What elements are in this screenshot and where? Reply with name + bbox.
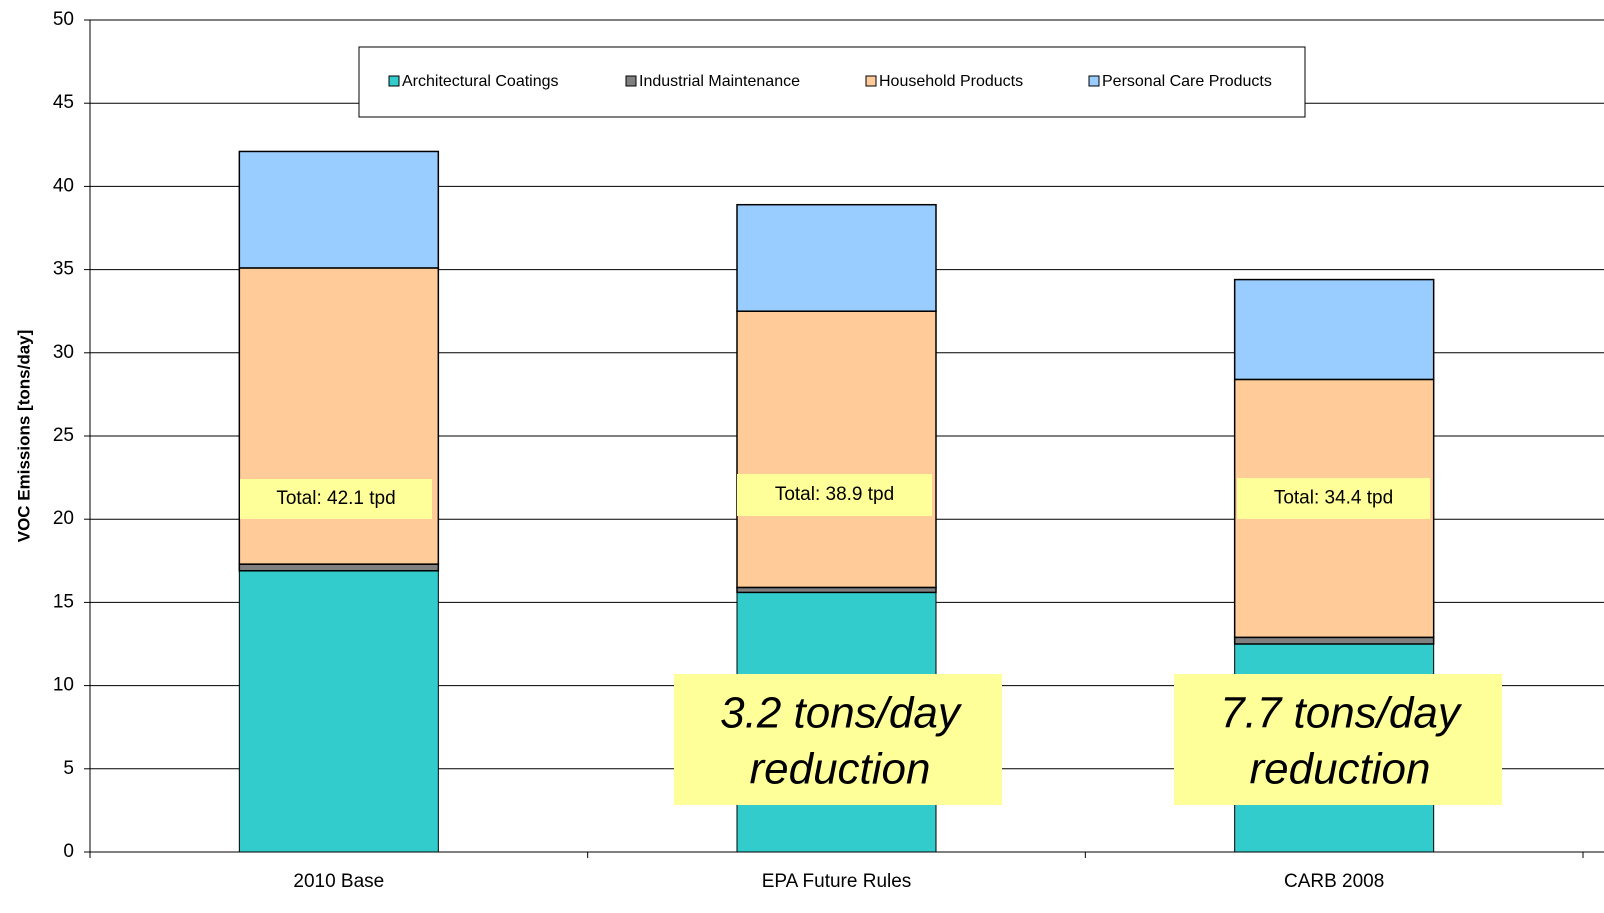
- bar-segment: [736, 203, 937, 312]
- legend-label: Personal Care Products: [1102, 73, 1272, 90]
- total-label: Total: 42.1 tpd: [276, 488, 395, 509]
- total-label-box: [737, 474, 932, 516]
- bar-segment: [238, 267, 440, 565]
- legend-label: Household Products: [879, 73, 1023, 90]
- x-tick-label: 2010 Base: [293, 871, 384, 892]
- y-tick-label: 30: [53, 342, 74, 363]
- total-label-box: [240, 479, 432, 519]
- x-tick-label: CARB 2008: [1284, 871, 1384, 892]
- annotation-text: 3.2 tons/day: [720, 689, 963, 738]
- y-tick-label: 25: [53, 425, 74, 446]
- y-tick-label: 20: [53, 508, 74, 529]
- annotation-text: reduction: [1249, 745, 1430, 794]
- bar-segment: [736, 310, 937, 589]
- y-tick-label: 50: [53, 9, 74, 30]
- annotation-text: reduction: [749, 745, 930, 794]
- x-tick-label: EPA Future Rules: [762, 871, 912, 892]
- legend-marker: [1088, 75, 1100, 87]
- y-tick-label: 45: [53, 92, 74, 113]
- legend-box: [358, 46, 1306, 118]
- legend-marker: [625, 75, 637, 87]
- annotation-text: 7.7 tons/day: [1220, 689, 1463, 738]
- y-tick-label: 5: [63, 758, 74, 779]
- y-tick-label: 10: [53, 675, 74, 696]
- total-label-box: [1237, 478, 1430, 519]
- bar-segment: [238, 563, 440, 572]
- annotation-box: [1174, 674, 1502, 805]
- y-tick-label: 40: [53, 175, 74, 196]
- bar-segment: [1233, 636, 1435, 645]
- y-tick-label: 35: [53, 259, 74, 280]
- y-tick-label: 15: [53, 591, 74, 612]
- total-label: Total: 34.4 tpd: [1274, 488, 1393, 509]
- bar-segment: [238, 150, 440, 269]
- legend-marker: [388, 75, 400, 87]
- bar-segment: [1233, 278, 1435, 381]
- legend-label: Industrial Maintenance: [639, 73, 800, 90]
- legend-marker: [865, 75, 877, 87]
- bar-segment: [238, 570, 439, 853]
- annotation-box: [674, 674, 1002, 805]
- y-tick-label: 0: [63, 841, 74, 862]
- y-axis-label: VOC Emissions [tons/day]: [14, 330, 33, 543]
- total-label: Total: 38.9 tpd: [775, 484, 894, 505]
- legend-label: Architectural Coatings: [402, 73, 559, 90]
